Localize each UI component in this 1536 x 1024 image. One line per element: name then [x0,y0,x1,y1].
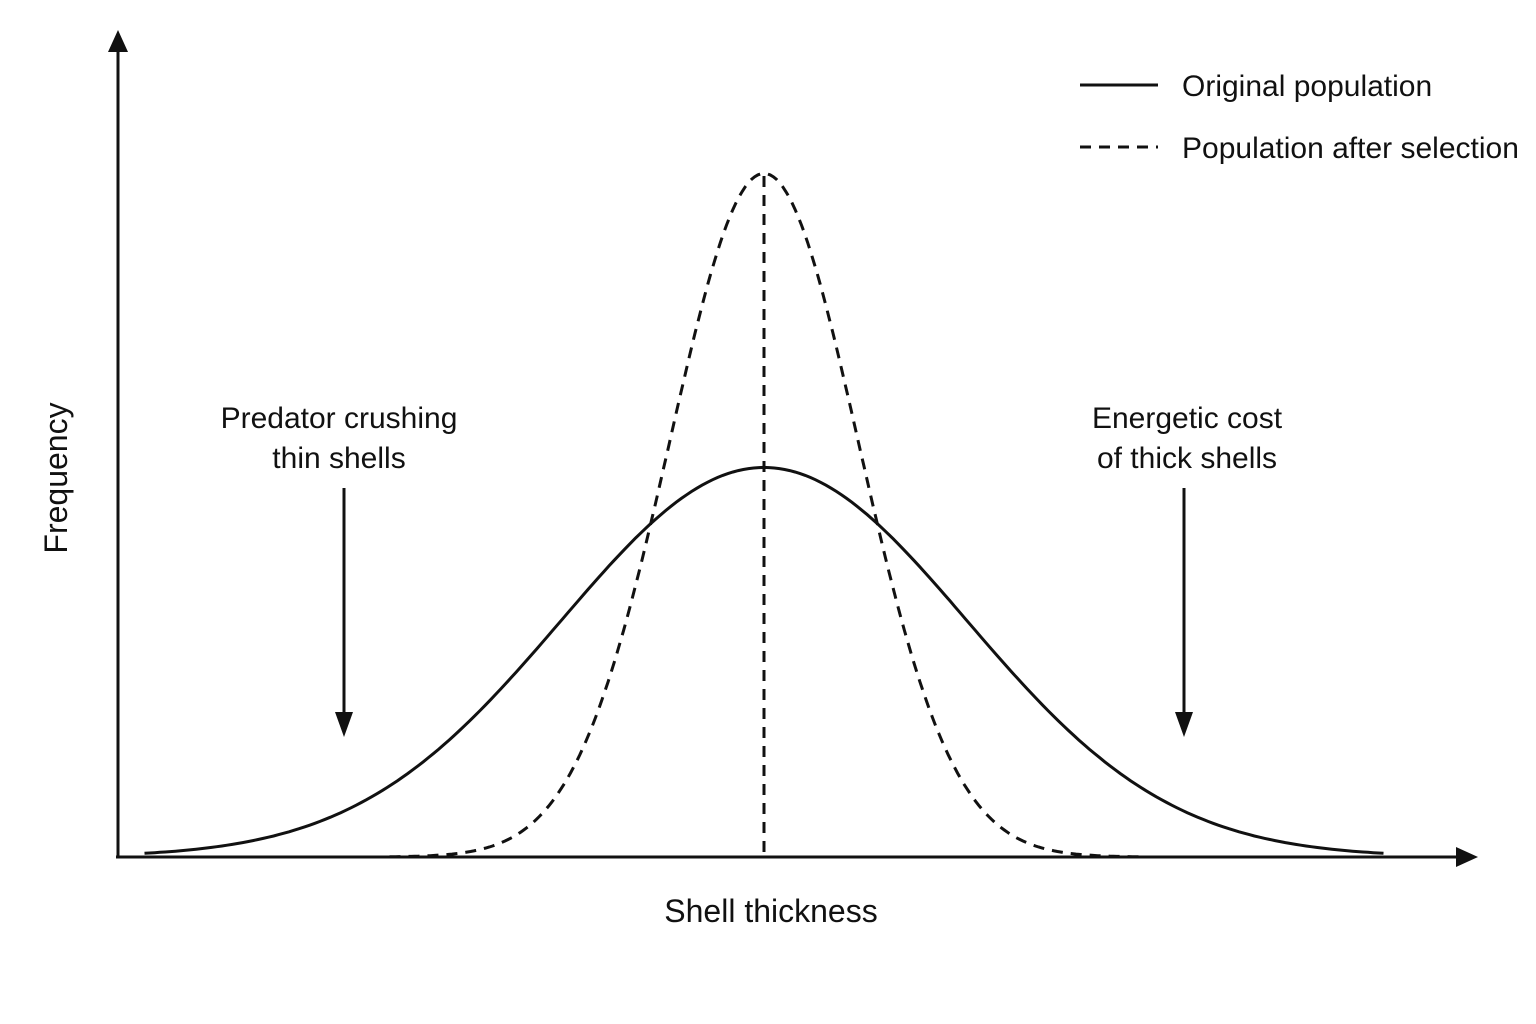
left-annotation-line-1: Predator crushing [221,402,458,435]
legend-label-after-selection: Population after selection [1182,132,1519,165]
legend-label-original: Original population [1182,70,1432,103]
y-axis-arrowhead [108,30,128,52]
x-axis-arrowhead [1456,847,1478,867]
legend: Original population Population after sel… [1080,70,1519,165]
x-axis-title: Shell thickness [664,893,877,929]
y-axis-title: Frequency [38,402,74,553]
left-annotation-arrowhead [335,712,353,737]
right-annotation-arrowhead [1175,712,1193,737]
left-annotation-line-2: thin shells [272,442,405,475]
right-annotation-line-1: Energetic cost [1092,402,1283,435]
right-annotation-line-2: of thick shells [1097,442,1277,475]
